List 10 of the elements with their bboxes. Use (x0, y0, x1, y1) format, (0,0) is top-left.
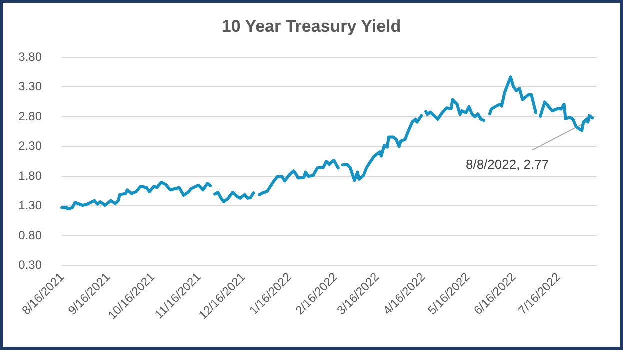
y-tick-label: 1.80 (18, 168, 42, 183)
annotation: 8/8/2022, 2.77 (466, 157, 550, 172)
chart-title: 10 Year Treasury Yield (222, 17, 402, 36)
y-tick-label: 1.30 (18, 198, 42, 213)
y-tick-label: 3.30 (18, 80, 42, 94)
y-tick-label: 2.30 (18, 139, 42, 154)
y-tick-label: 3.80 (18, 50, 42, 64)
y-tick-label: 2.80 (18, 109, 42, 124)
y-tick-label: 0.30 (18, 258, 42, 272)
y-tick-label: 0.80 (18, 228, 42, 242)
